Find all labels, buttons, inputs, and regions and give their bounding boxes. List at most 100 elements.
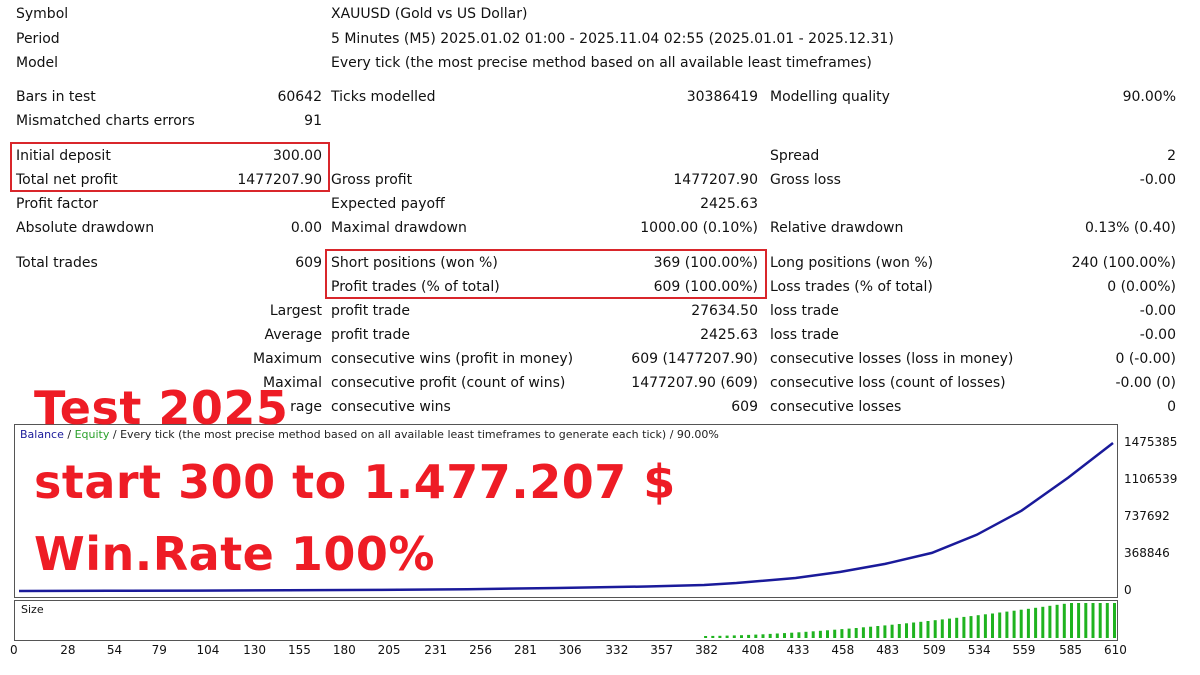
size-bar — [840, 629, 844, 638]
size-bar — [940, 619, 944, 638]
mxl-cl-value: -0.00 (0) — [1115, 375, 1176, 391]
legend-balance: Balance — [20, 428, 64, 441]
short-value: 369 (100.00%) — [653, 255, 758, 271]
balance-chart — [14, 424, 1118, 598]
size-bar — [833, 629, 837, 638]
largest-lt-label: loss trade — [770, 303, 839, 319]
avg-cw-value: 609 — [731, 399, 758, 415]
x-tick-label: 458 — [831, 643, 855, 657]
x-tick-label: 559 — [1012, 643, 1036, 657]
size-bar — [811, 631, 815, 638]
absdd-label: Absolute drawdown — [16, 220, 155, 236]
size-bar — [861, 627, 865, 638]
size-bar — [754, 634, 758, 638]
x-tick-label: 155 — [287, 643, 311, 657]
payoff-value: 2425.63 — [700, 196, 758, 212]
y-tick-label: 368846 — [1124, 546, 1170, 560]
x-tick-label: 509 — [922, 643, 946, 657]
size-bar — [933, 620, 937, 638]
size-bar — [1077, 603, 1081, 638]
size-bar — [747, 634, 751, 638]
x-tick-label: 534 — [967, 643, 991, 657]
symbol-value: XAUUSD (Gold vs US Dollar) — [331, 6, 528, 22]
mismatch-label: Mismatched charts errors — [16, 113, 195, 129]
spread-label: Spread — [770, 148, 820, 164]
size-bar — [969, 616, 973, 638]
x-tick-label: 205 — [377, 643, 401, 657]
x-tick-label: 130 — [243, 643, 267, 657]
long-value: 240 (100.00%) — [1071, 255, 1176, 271]
maxdd-value: 1000.00 (0.10%) — [640, 220, 758, 236]
legend-equity: Equity — [74, 428, 110, 441]
size-bar — [869, 626, 873, 638]
size-bar — [783, 633, 786, 638]
model-value: Every tick (the most precise method base… — [331, 55, 872, 71]
pt-label: Profit trades (% of total) — [331, 279, 500, 295]
average-lt-value: -0.00 — [1139, 327, 1176, 343]
size-bar — [797, 632, 801, 638]
max-cw-value: 609 (1477207.90) — [631, 351, 758, 367]
average-label: Average — [264, 327, 323, 343]
x-tick-label: 28 — [60, 643, 76, 657]
avg-cl-value: 0 — [1167, 399, 1176, 415]
overlay-winrate: Win.Rate 100% — [34, 527, 436, 581]
size-bar — [1084, 603, 1088, 638]
size-bar — [1091, 603, 1095, 638]
x-tick-label: 79 — [151, 643, 167, 657]
size-bar — [962, 616, 966, 638]
size-bar — [905, 623, 908, 638]
deposit-label: Initial deposit — [16, 148, 111, 164]
mxl-cl-label: consecutive loss (count of losses) — [770, 375, 1006, 391]
bars-label: Bars in test — [16, 89, 96, 105]
avg-cl-label: consecutive losses — [770, 399, 902, 415]
size-bar — [761, 634, 765, 638]
grossloss-label: Gross loss — [770, 172, 841, 188]
ticks-value: 30386419 — [686, 89, 758, 105]
long-label: Long positions (won %) — [770, 255, 934, 271]
maximum-label: Maximum — [253, 351, 322, 367]
size-bar — [854, 628, 858, 638]
average-lt-label: loss trade — [770, 327, 839, 343]
size-bar — [890, 624, 894, 638]
period-value: 5 Minutes (M5) 2025.01.02 01:00 - 2025.1… — [331, 31, 894, 47]
ticks-label: Ticks modelled — [331, 89, 436, 105]
size-bar — [1005, 611, 1009, 638]
size-bar — [926, 621, 930, 638]
size-bar — [983, 614, 987, 638]
size-bar — [1026, 608, 1030, 638]
mxl-cp-value: 1477207.90 (609) — [631, 375, 758, 391]
size-bars — [704, 603, 1116, 638]
legend-sep2: / — [109, 428, 121, 441]
average-pt-label: profit trade — [331, 327, 410, 343]
pf-label: Profit factor — [16, 196, 98, 212]
trades-highlight-box — [325, 249, 767, 299]
x-tick-label: 306 — [558, 643, 582, 657]
y-tick-label: 1106539 — [1124, 471, 1178, 486]
reldd-label: Relative drawdown — [770, 220, 904, 236]
period-label: Period — [16, 31, 60, 47]
grossprofit-value: 1477207.90 — [673, 172, 758, 188]
size-bar — [768, 633, 772, 638]
size-bar — [1055, 604, 1059, 638]
x-tick-label: 610 — [1104, 643, 1127, 657]
size-bar — [732, 635, 736, 638]
chart-legend: Balance / Equity / Every tick (the most … — [20, 428, 719, 441]
x-tick-label: 585 — [1059, 643, 1083, 657]
largest-pt-label: profit trade — [331, 303, 410, 319]
payoff-label: Expected payoff — [331, 196, 445, 212]
x-tick-label: 408 — [741, 643, 765, 657]
size-bar — [790, 632, 794, 638]
size-bar — [912, 622, 916, 638]
grossloss-value: -0.00 — [1139, 172, 1176, 188]
size-bar — [725, 635, 729, 638]
size-bar — [883, 625, 887, 638]
x-tick-label: 0 — [10, 643, 18, 657]
size-label: Size — [21, 603, 44, 616]
balance-line — [18, 442, 1114, 593]
size-bar — [775, 633, 779, 638]
size-bar — [718, 635, 722, 638]
size-bar — [1019, 609, 1023, 638]
size-bar — [919, 621, 923, 638]
trades-label: Total trades — [16, 255, 98, 271]
size-bar — [704, 636, 708, 638]
